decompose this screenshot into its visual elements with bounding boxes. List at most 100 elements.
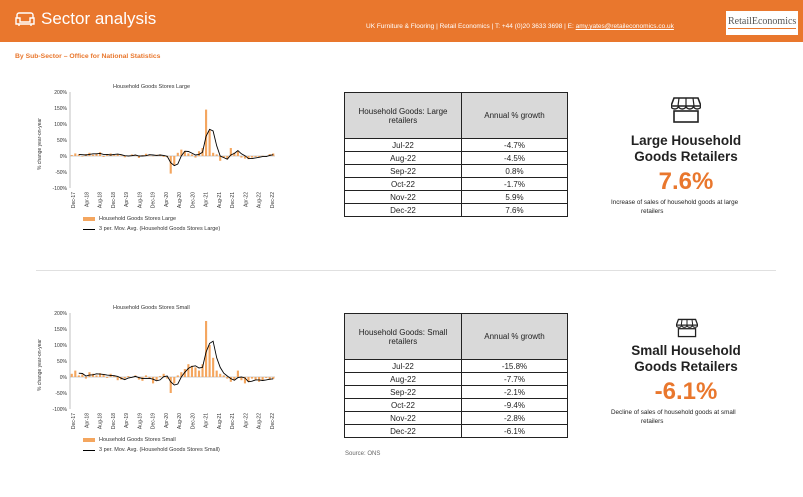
y-tick-label: 100%	[54, 122, 67, 128]
chart-bar	[187, 364, 190, 377]
kpi-title-line1: Small Household	[631, 343, 741, 358]
y-tick-label: 50%	[57, 138, 68, 144]
chart-bar	[222, 156, 225, 158]
row-value: 0.8%	[461, 164, 568, 178]
table-row: Nov-22 -2.8%	[344, 411, 568, 425]
chart-bar	[183, 369, 186, 377]
chart-bar	[84, 377, 87, 379]
row-month: Sep-22	[344, 164, 462, 178]
store-icon	[676, 318, 698, 338]
x-tick-label: Apr-21	[204, 413, 210, 428]
x-tick-label: Dec-18	[111, 413, 117, 429]
chart-bar	[205, 321, 208, 377]
x-tick-label: Aug-19	[137, 192, 143, 208]
chart-bar	[254, 156, 257, 157]
chart-bar	[123, 156, 126, 158]
chart-bar	[236, 370, 239, 377]
chart-bar	[250, 377, 254, 379]
y-tick-label: 200%	[54, 90, 67, 96]
y-axis-label: % change year-on-year	[37, 118, 43, 170]
chart-bar	[116, 377, 119, 381]
kpi-title-line2: Goods Retailers	[634, 149, 738, 164]
kpi-description: Increase of sales of household goods at …	[611, 198, 738, 216]
legend-line-label: 3 per. Mov. Avg. (Household Goods Stores…	[99, 226, 221, 232]
chart-bar	[130, 154, 133, 156]
table-row: Dec-22 -6.1%	[344, 424, 568, 438]
row-value: -9.4%	[461, 398, 568, 412]
contact-details: UK Furniture & Flooring | Retail Economi…	[366, 23, 576, 30]
row-month: Sep-22	[344, 385, 462, 399]
kpi-value: 7.6%	[658, 168, 714, 195]
chart-bar	[144, 375, 148, 377]
email-link[interactable]: amy.yates@retaileconomics.co.uk	[575, 23, 674, 30]
x-tick-label: Apr-21	[204, 192, 210, 207]
chart-bar	[219, 373, 222, 377]
chart-bar	[197, 151, 201, 156]
y-tick-label: -100%	[53, 407, 68, 413]
chart-bar	[243, 156, 247, 159]
table-row: Aug-22 -4.5%	[344, 151, 568, 165]
row-month: Oct-22	[344, 177, 462, 191]
y-tick-label: 100%	[54, 343, 67, 349]
y-tick-label: 200%	[54, 311, 67, 317]
chart-bar	[194, 156, 197, 158]
chart-bar	[116, 154, 119, 156]
x-tick-label: Aug-19	[137, 413, 143, 429]
legend-item-line: 3 per. Mov. Avg. (Household Goods Stores…	[83, 224, 220, 234]
legend-bar-label: Household Goods Stores Small	[99, 437, 176, 443]
chart-small-legend: Household Goods Stores Small 3 per. Mov.…	[83, 435, 220, 455]
chart-bar	[212, 357, 215, 377]
x-tick-label: Dec-21	[230, 192, 236, 208]
row-month: Aug-22	[344, 372, 462, 386]
row-value: 5.9%	[461, 190, 568, 204]
legend-item-bar: Household Goods Stores Large	[83, 214, 220, 224]
x-tick-label: Apr-22	[243, 413, 249, 428]
chart-bar	[180, 149, 183, 156]
chart-bar	[261, 377, 264, 381]
row-value: -6.1%	[461, 424, 568, 438]
chart-bar	[127, 376, 130, 377]
chart-bar	[258, 156, 261, 158]
chart-bar	[120, 155, 123, 156]
legend-bar-swatch	[83, 217, 95, 221]
row-value: -7.7%	[461, 372, 568, 386]
chart-bar	[205, 109, 208, 156]
chart-bar	[173, 377, 176, 384]
chart-bar	[169, 377, 172, 393]
chart-bar	[247, 156, 250, 160]
page-title: Sector analysis	[41, 9, 157, 28]
kpi-value: -6.1%	[654, 378, 718, 405]
kpi-description: Decline of sales of household goods at s…	[611, 408, 736, 426]
y-tick-label: -50%	[55, 391, 67, 397]
chart-bar	[159, 376, 162, 377]
chart-bar	[208, 130, 211, 156]
chart-bar	[233, 152, 236, 156]
y-tick-label: 150%	[54, 327, 67, 333]
logo-text: RetailEconomics	[728, 16, 797, 27]
x-tick-label: Dec-20	[190, 192, 196, 208]
y-tick-label: 0%	[60, 375, 68, 381]
row-value: -2.8%	[461, 411, 568, 425]
chart-bar	[183, 151, 186, 156]
chart-bar	[169, 156, 172, 174]
logo-underline	[728, 28, 796, 29]
chart-bar	[180, 372, 183, 377]
x-tick-label: Apr-20	[164, 413, 170, 428]
y-axis-label: % change year-on-year	[37, 339, 43, 391]
table-row: Sep-22 -2.1%	[344, 385, 568, 399]
x-tick-label: Apr-19	[124, 413, 130, 428]
y-tick-label: 50%	[57, 359, 68, 365]
chart-bar	[91, 373, 95, 377]
table-header-growth: Annual % growth	[461, 92, 568, 139]
chart-bar	[102, 374, 105, 377]
chart-title: Household Goods Stores Large	[113, 84, 190, 90]
row-value: -4.5%	[461, 151, 568, 165]
chart-bar	[254, 377, 257, 380]
sofa-icon	[15, 12, 35, 26]
row-value: -2.1%	[461, 385, 568, 399]
chart-bar	[272, 153, 275, 156]
chart-bar	[229, 377, 232, 382]
chart-bar	[219, 156, 222, 161]
chart-bar	[88, 372, 91, 377]
chart-bar	[95, 153, 98, 156]
